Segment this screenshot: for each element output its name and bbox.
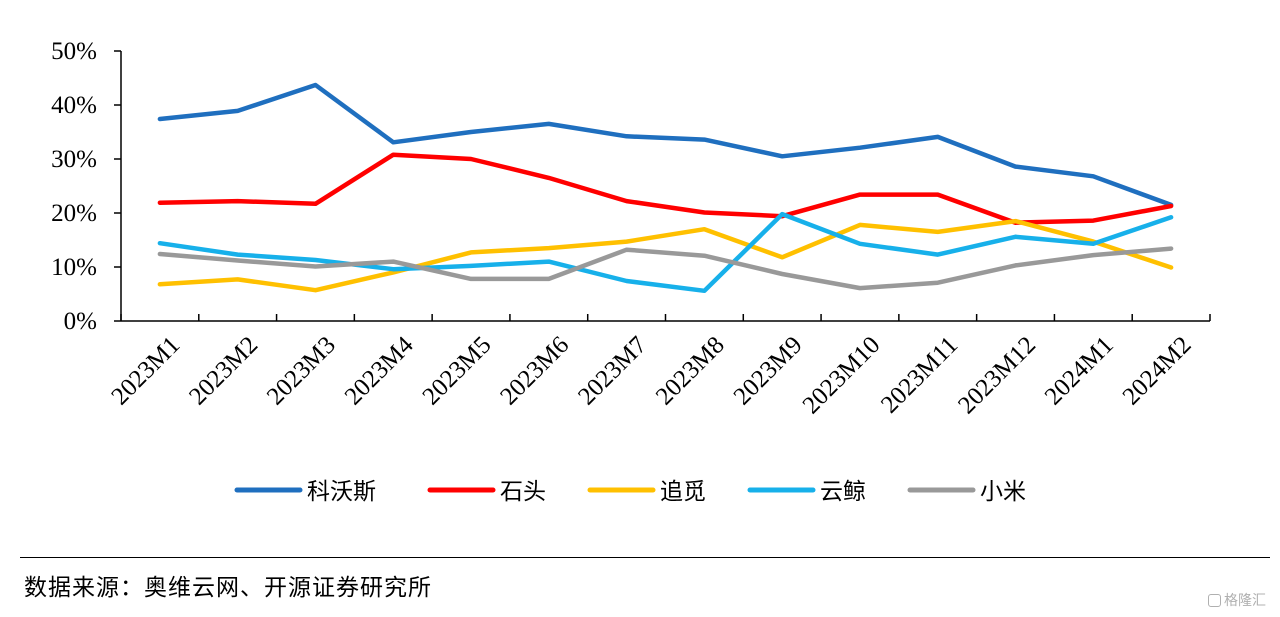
x-axis: 2023M12023M22023M32023M42023M52023M62023… xyxy=(106,314,1211,419)
y-tick-label: 10% xyxy=(51,254,97,281)
legend-label-5: 小米 xyxy=(980,479,1026,505)
y-axis: 0% 10% 20% 30% 40% 50% xyxy=(51,38,122,335)
series-line-5 xyxy=(157,246,1174,291)
source-note: 数据来源：奥维云网、开源证券研究所 xyxy=(24,575,432,601)
watermark-logo-icon xyxy=(1208,593,1221,607)
watermark-text: 格隆汇 xyxy=(1224,593,1266,609)
y-tick-label: 20% xyxy=(51,200,97,227)
x-tick-label: 2023M7 xyxy=(573,331,652,410)
legend-label-2: 石头 xyxy=(500,479,546,505)
x-tick-label: 2023M12 xyxy=(953,331,1041,419)
x-tick-label: 2023M6 xyxy=(495,331,574,410)
x-tick-label: 2023M5 xyxy=(418,331,497,410)
line-chart: 0%10%20%30%40%50% 2023M12023M22023M32023… xyxy=(51,38,1211,505)
series-line-4 xyxy=(157,211,1174,294)
y-tick-label: 50% xyxy=(51,38,97,65)
legend-label-1: 科沃斯 xyxy=(307,479,376,505)
x-tick-label: 2023M3 xyxy=(262,331,341,410)
x-tick-label: 2023M4 xyxy=(340,331,419,410)
y-tick-label: 30% xyxy=(51,146,97,173)
series-lines xyxy=(157,82,1174,294)
x-tick-label: 2023M1 xyxy=(106,331,185,410)
source-divider xyxy=(20,557,1270,558)
x-tick-label: 2023M9 xyxy=(729,331,808,410)
series-line-3 xyxy=(157,218,1174,293)
x-tick-label: 2023M8 xyxy=(651,331,730,410)
x-tick-label: 2023M11 xyxy=(876,331,963,418)
legend: 科沃斯 石头 追觅 云鲸 小米 xyxy=(234,479,1026,505)
x-tick-label: 2023M2 xyxy=(184,331,263,410)
y-tick-label: 0% xyxy=(64,308,97,335)
legend-label-4: 云鲸 xyxy=(820,479,866,505)
y-tick-label: 40% xyxy=(51,92,97,119)
series-line-1 xyxy=(157,82,1174,208)
legend-label-3: 追觅 xyxy=(660,479,706,505)
watermark: 格隆汇 xyxy=(1208,590,1266,610)
x-tick-label: 2024M2 xyxy=(1118,331,1197,410)
series-line-2 xyxy=(157,152,1174,225)
x-tick-label: 2024M1 xyxy=(1040,331,1119,410)
x-tick-label: 2023M10 xyxy=(798,331,886,419)
